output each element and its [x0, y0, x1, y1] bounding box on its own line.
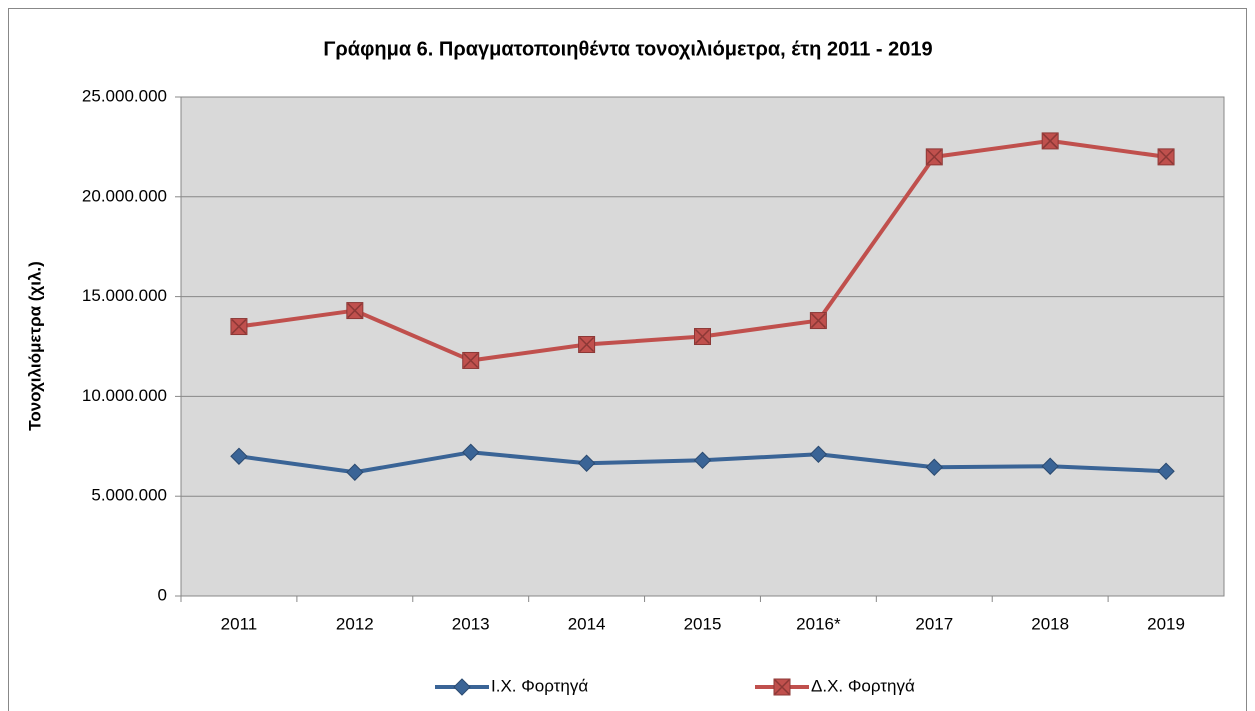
point-marker	[1157, 462, 1175, 480]
y-tick-label: 25.000.000	[82, 86, 167, 105]
x-tick-label: 2016*	[796, 614, 841, 633]
marker-cross	[1042, 133, 1058, 149]
marker-cross	[1158, 149, 1174, 165]
x-tick-label: 2013	[452, 614, 490, 633]
y-axis-label: Τονοχιλιόμετρα (χιλ.)	[25, 261, 44, 431]
point-marker	[230, 447, 248, 465]
plot-area	[180, 96, 1225, 597]
y-tick-label: 5.000.000	[91, 486, 167, 505]
y-tick-label: 15.000.000	[82, 286, 167, 305]
y-tick-label: 20.000.000	[82, 186, 167, 205]
legend-marker	[453, 678, 471, 696]
legend-label: Ι.Χ. Φορτηγά	[491, 676, 588, 695]
marker-cross	[774, 679, 790, 695]
point-marker	[925, 458, 943, 476]
x-tick-label: 2017	[915, 614, 953, 633]
legend-label: Δ.Χ. Φορτηγά	[811, 676, 915, 695]
marker-cross	[347, 303, 363, 319]
x-tick-label: 2012	[336, 614, 374, 633]
point-marker	[577, 454, 596, 472]
x-tick-label: 2011	[221, 614, 258, 633]
point-marker	[809, 445, 828, 463]
marker-cross	[463, 352, 479, 369]
x-tick-label: 2018	[1031, 614, 1069, 633]
marker-cross	[579, 336, 595, 353]
marker-cross	[231, 319, 247, 335]
point-marker	[462, 443, 480, 461]
point-marker	[1041, 457, 1059, 475]
marker-cross	[926, 149, 942, 165]
marker-cross	[810, 313, 826, 329]
y-tick-label: 0	[158, 585, 167, 604]
point-marker	[693, 451, 712, 469]
marker-cross	[694, 328, 711, 345]
point-marker	[346, 463, 364, 481]
y-tick-label: 10.000.000	[82, 386, 167, 405]
x-tick-label: 2014	[568, 614, 606, 633]
x-tick-label: 2019	[1147, 614, 1185, 633]
chart-title: Γράφημα 6. Πραγματοποιηθέντα τονοχιλιόμε…	[323, 38, 932, 60]
x-tick-label: 2015	[684, 614, 722, 633]
